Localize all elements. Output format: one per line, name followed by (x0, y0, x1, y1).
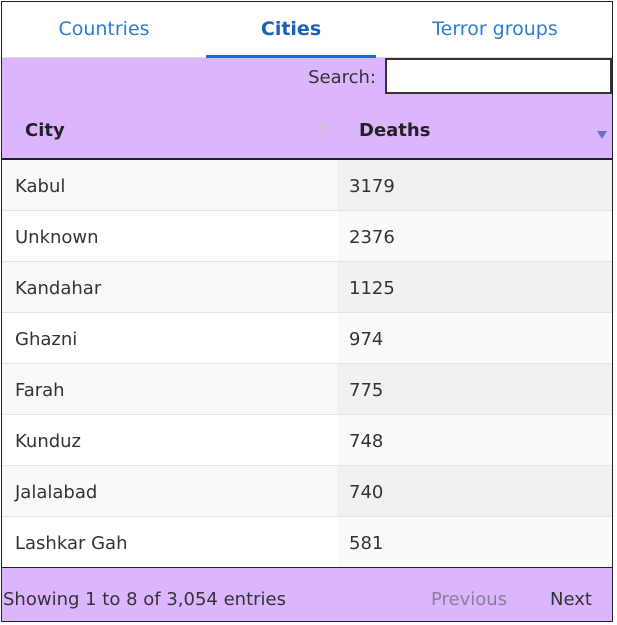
table-body: Kabul 3179 Unknown 2376 Kandahar 1125 Gh… (2, 160, 612, 568)
deaths-cell: 1125 (349, 278, 395, 299)
table-row: Jalalabad 740 (2, 466, 612, 517)
search-label: Search: (308, 67, 376, 88)
city-cell: Ghazni (15, 329, 78, 350)
table-footer: Showing 1 to 8 of 3,054 entries Previous… (2, 567, 612, 621)
city-cell: Lashkar Gah (15, 533, 128, 554)
next-page-button[interactable]: Next (550, 589, 592, 610)
tab-cities[interactable]: Cities (206, 2, 376, 58)
city-cell: Unknown (15, 227, 99, 248)
table-header-area: Search: City Deaths (2, 58, 612, 159)
city-cell: Kunduz (15, 431, 82, 452)
column-header-deaths[interactable]: Deaths (359, 120, 431, 141)
column-header-city[interactable]: City (25, 120, 65, 141)
deaths-cell: 748 (349, 431, 384, 452)
tab-bar: Countries Cities Terror groups (2, 2, 612, 58)
table-row: Unknown 2376 (2, 211, 612, 262)
sort-both-icon[interactable] (318, 120, 328, 140)
deaths-cell: 581 (349, 533, 384, 554)
city-cell: Jalalabad (15, 482, 98, 503)
city-cell: Kabul (15, 176, 66, 197)
deaths-cell: 974 (349, 329, 384, 350)
table-row: Kunduz 748 (2, 415, 612, 466)
table-row: Ghazni 974 (2, 313, 612, 364)
deaths-cell: 740 (349, 482, 384, 503)
city-cell: Kandahar (15, 278, 102, 299)
deaths-cell: 2376 (349, 227, 395, 248)
previous-page-button[interactable]: Previous (431, 589, 508, 610)
tab-terror-groups[interactable]: Terror groups (432, 18, 558, 40)
search-input[interactable] (385, 58, 612, 94)
table-row: Lashkar Gah 581 (2, 517, 612, 568)
table-row: Farah 775 (2, 364, 612, 415)
table-row: Kabul 3179 (2, 160, 612, 211)
entries-info: Showing 1 to 8 of 3,054 entries (3, 589, 286, 610)
header-divider (2, 158, 612, 160)
deaths-cell: 775 (349, 380, 384, 401)
tab-countries[interactable]: Countries (58, 18, 150, 40)
sort-desc-icon[interactable] (597, 131, 607, 139)
table-row: Kandahar 1125 (2, 262, 612, 313)
deaths-cell: 3179 (349, 176, 395, 197)
city-cell: Farah (15, 380, 65, 401)
